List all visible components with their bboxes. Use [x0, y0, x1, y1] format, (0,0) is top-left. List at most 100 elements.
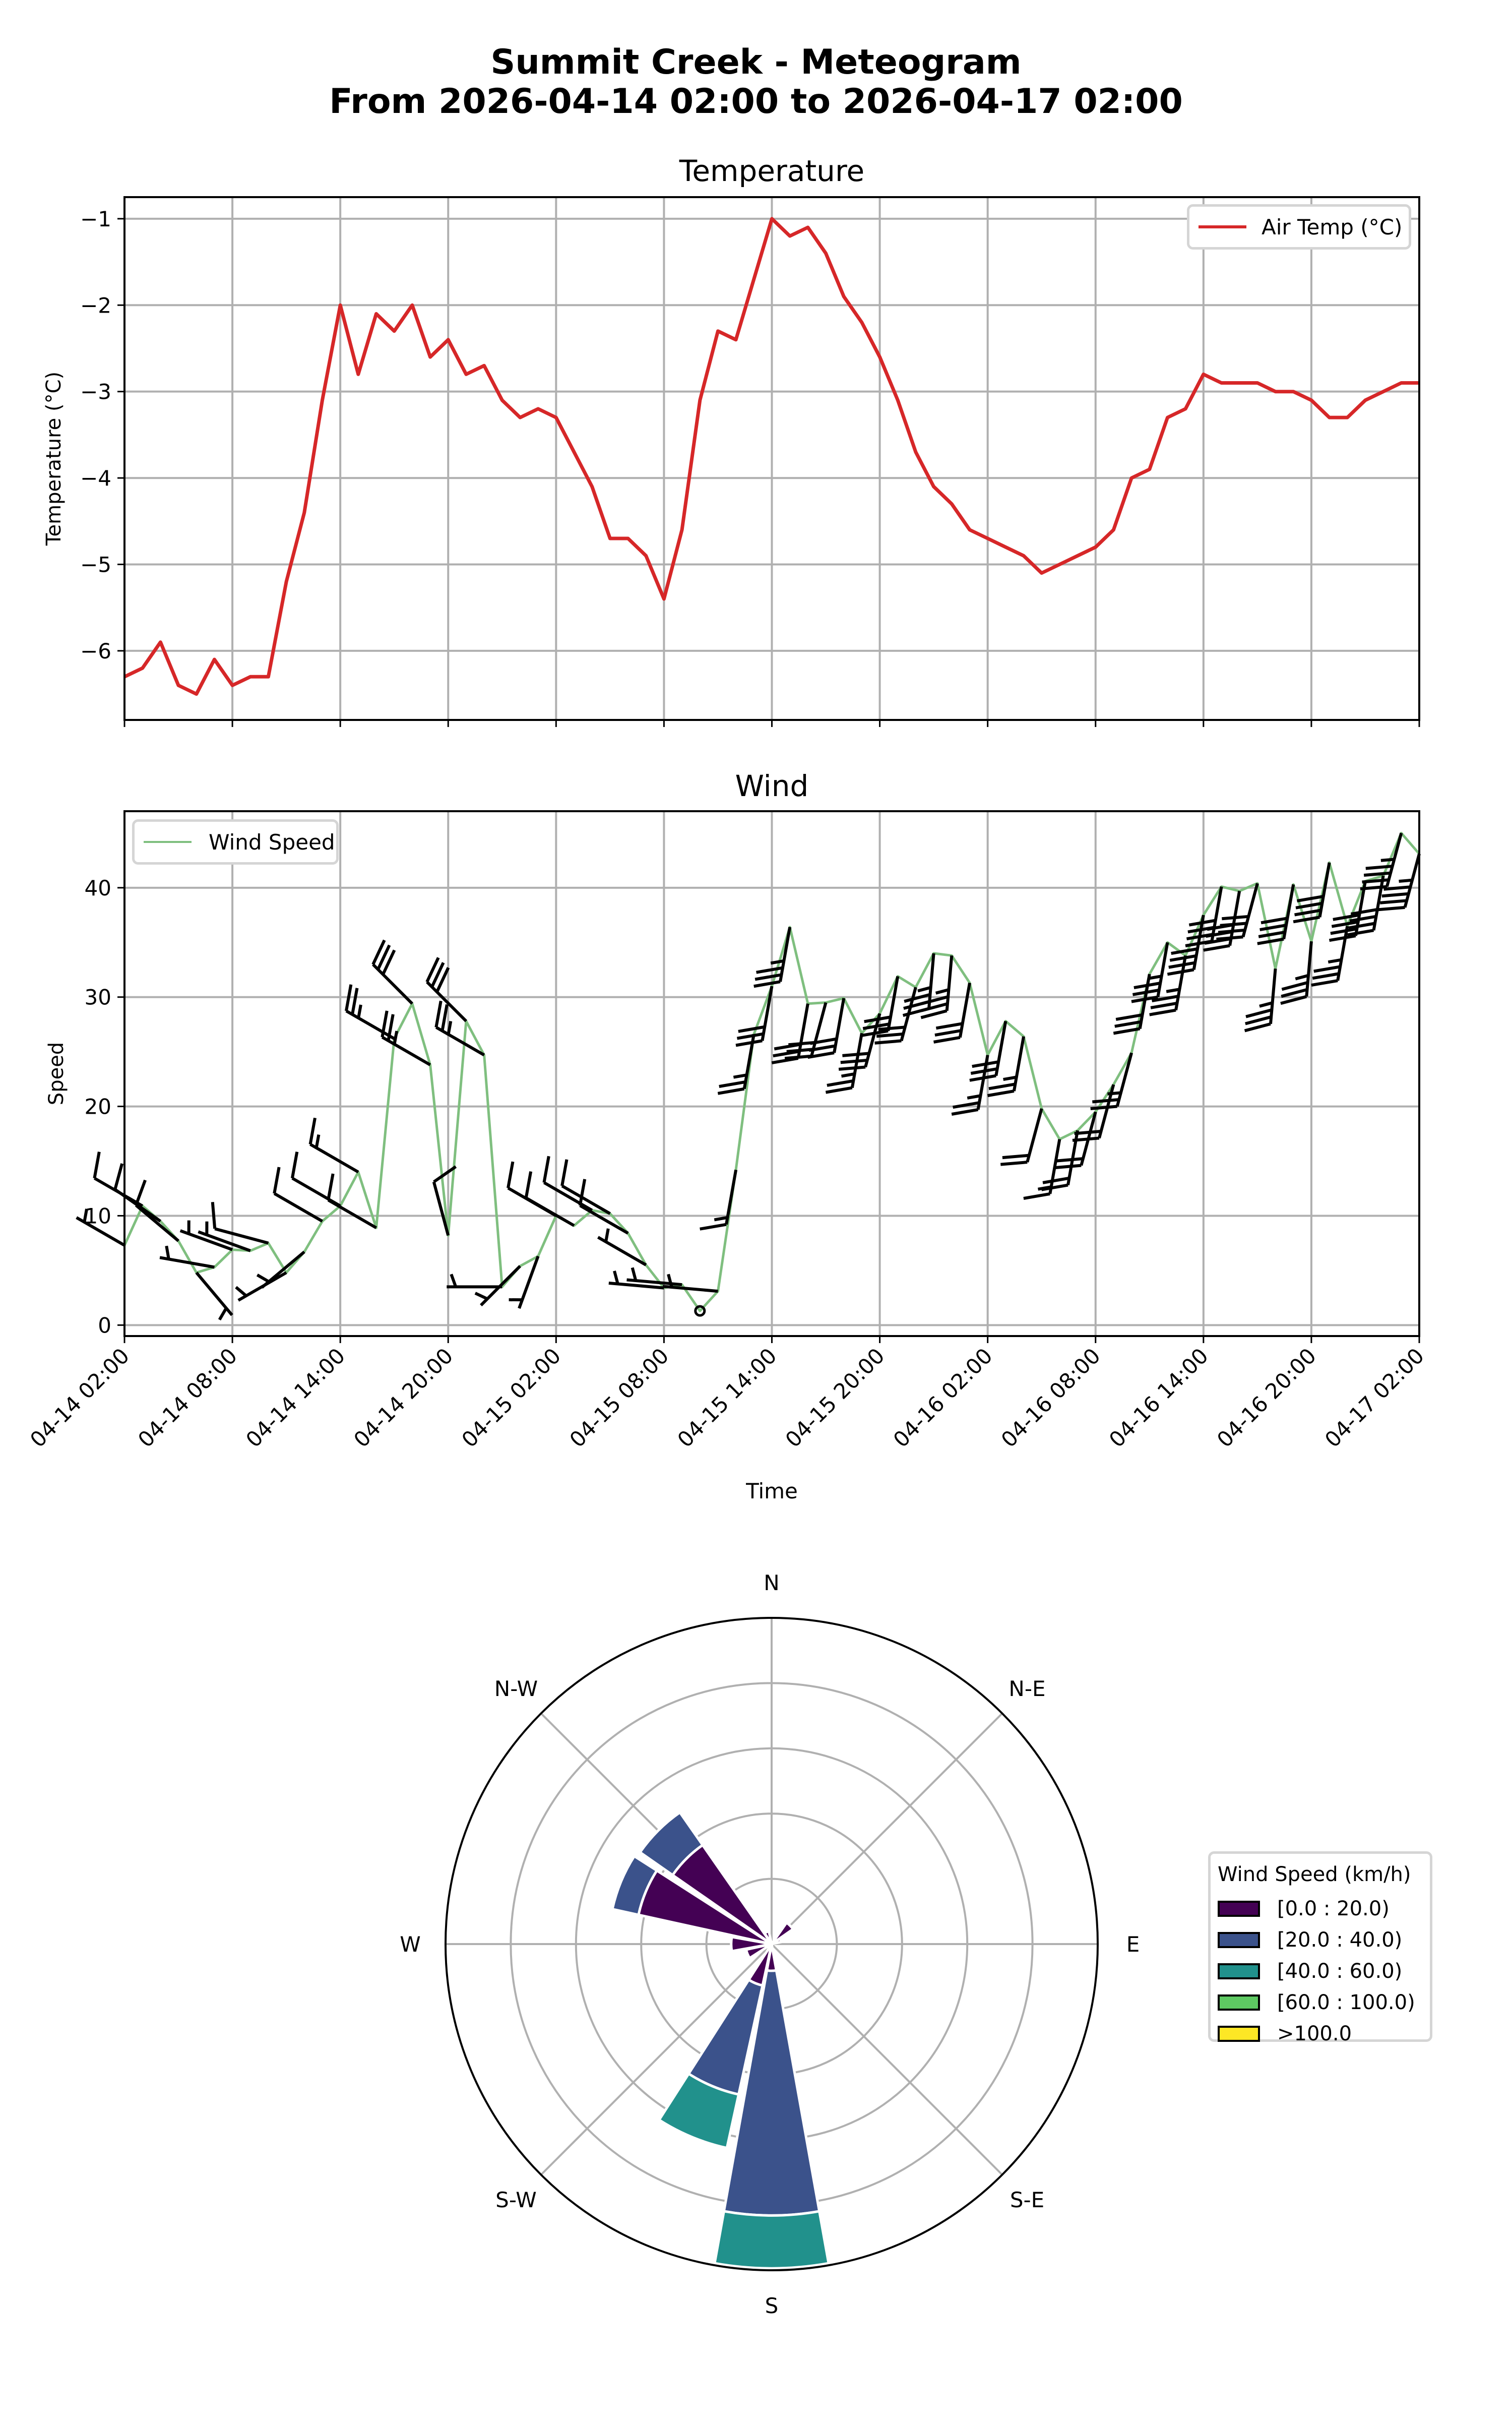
barb-feather — [1365, 865, 1393, 870]
barb-stem — [480, 1265, 522, 1307]
wind-barb-icon — [920, 955, 954, 1019]
barb-feather — [736, 1032, 764, 1040]
wind-barb-icon — [933, 982, 971, 1044]
wind-barb-icon — [256, 1250, 305, 1289]
barb-feather — [1133, 982, 1161, 990]
direction-label: W — [400, 1932, 421, 1957]
barb-feather — [756, 966, 783, 974]
wind-barb-icon — [1293, 862, 1331, 924]
barb-stem — [810, 1002, 828, 1057]
barb-half-feather — [1148, 975, 1162, 980]
barb-stem — [958, 982, 971, 1038]
legend-label: [40.0 : 60.0) — [1277, 1960, 1403, 1983]
barb-half-feather — [714, 1216, 728, 1222]
wind-barb-icon — [509, 1255, 540, 1309]
y-tick-label: 40 — [85, 876, 111, 900]
barb-feather — [1054, 1164, 1082, 1170]
barb-half-feather — [314, 1134, 321, 1148]
wind-barb-icon — [198, 1221, 251, 1252]
barb-half-feather — [613, 1270, 619, 1285]
barb-half-feather — [1328, 958, 1342, 964]
barb-half-feather — [447, 1020, 453, 1035]
barb-stem — [945, 955, 954, 1011]
wind-barb-icon — [861, 976, 900, 1037]
barb-stem — [608, 1281, 664, 1290]
barb-feather — [1296, 894, 1324, 902]
barb-feather — [382, 949, 396, 975]
barb-feather — [1150, 1001, 1177, 1009]
wind-barb-icon — [1113, 974, 1151, 1035]
barb-feather — [1349, 915, 1376, 923]
barb-feather — [1257, 937, 1284, 945]
wind-rose-bar — [713, 2210, 830, 2270]
wind-barb-icon — [1000, 1108, 1043, 1166]
barb-feather — [542, 1156, 550, 1183]
wind-barb-icon — [211, 1201, 269, 1245]
x-tick-label: 04-15 02:00 — [457, 1343, 565, 1452]
barb-stem — [1012, 1036, 1025, 1092]
barb-feather — [1311, 979, 1338, 987]
barb-stem — [426, 981, 468, 1022]
barb-stem — [435, 1026, 485, 1057]
barb-feather — [810, 1037, 837, 1045]
barb-feather — [1168, 961, 1195, 969]
barb-stem — [1318, 862, 1331, 918]
wind-barb-icon — [626, 1267, 682, 1287]
barb-feather — [1171, 947, 1198, 955]
barb-stem — [371, 963, 414, 1005]
figure-title: Summit Creek - Meteogram — [490, 42, 1022, 82]
barb-feather — [700, 1223, 727, 1231]
barb-feather — [344, 984, 353, 1011]
barb-feather — [93, 1152, 101, 1179]
legend-swatch-icon — [1218, 1932, 1260, 1948]
barb-feather — [1114, 1020, 1142, 1028]
barb-stem — [1115, 1052, 1133, 1107]
wind-barb-icon — [273, 1167, 323, 1223]
wind-barb-icon — [1090, 1052, 1133, 1110]
wind-barb-icon — [159, 1245, 215, 1269]
barb-feather — [1113, 1027, 1141, 1035]
wind-barb-icon — [807, 998, 846, 1059]
barb-half-feather — [218, 1307, 228, 1321]
barb-feather — [434, 1000, 443, 1028]
barb-feather — [1169, 954, 1197, 962]
wind-barb-icon — [507, 1161, 557, 1218]
barb-feather — [987, 1090, 1015, 1098]
barb-half-feather — [1166, 988, 1180, 993]
x-tick-label: 04-15 20:00 — [781, 1343, 890, 1452]
barb-half-feather — [256, 1274, 270, 1283]
barb-feather — [874, 1039, 902, 1045]
barb-feather — [1220, 922, 1247, 927]
barb-feather — [1072, 1136, 1100, 1142]
barb-feather — [904, 993, 931, 1003]
barb-stem — [518, 1255, 540, 1309]
temperature-plot: −1 −2 −3 −4 −5 −6 Temperature (°C) — [42, 196, 1420, 727]
barb-feather — [933, 1036, 961, 1044]
legend-label: [20.0 : 40.0) — [1277, 1928, 1403, 1952]
wind-barb-icon — [371, 939, 414, 1005]
barb-stem — [327, 1198, 377, 1229]
barb-stem — [1282, 884, 1295, 940]
barb-stem — [864, 1013, 881, 1068]
barb-feather — [351, 988, 359, 1015]
barb-feather — [1333, 913, 1360, 921]
barb-feather — [970, 1067, 998, 1075]
wind-barb-icon — [447, 1274, 502, 1289]
barb-feather — [1329, 934, 1356, 942]
x-axis-label: Time — [745, 1479, 798, 1503]
y-tick-label: 0 — [98, 1313, 111, 1338]
barb-feather — [425, 957, 440, 983]
x-tick-label: 04-16 20:00 — [1212, 1343, 1321, 1452]
barb-feather — [878, 1025, 905, 1031]
legend-item: [20.0 : 40.0) — [1218, 1924, 1423, 1956]
y-tick-label: −3 — [80, 380, 111, 404]
barb-stem — [927, 953, 935, 1009]
barb-feather — [754, 973, 782, 981]
barb-feather — [972, 1060, 999, 1068]
direction-label: N-W — [494, 1676, 538, 1701]
wind-barb-icon — [1216, 883, 1259, 941]
legend-item: >100.0 — [1218, 2018, 1423, 2049]
barb-feather — [524, 1171, 533, 1198]
barb-feather — [719, 1080, 746, 1088]
legend-swatch-icon — [1218, 2026, 1260, 2042]
